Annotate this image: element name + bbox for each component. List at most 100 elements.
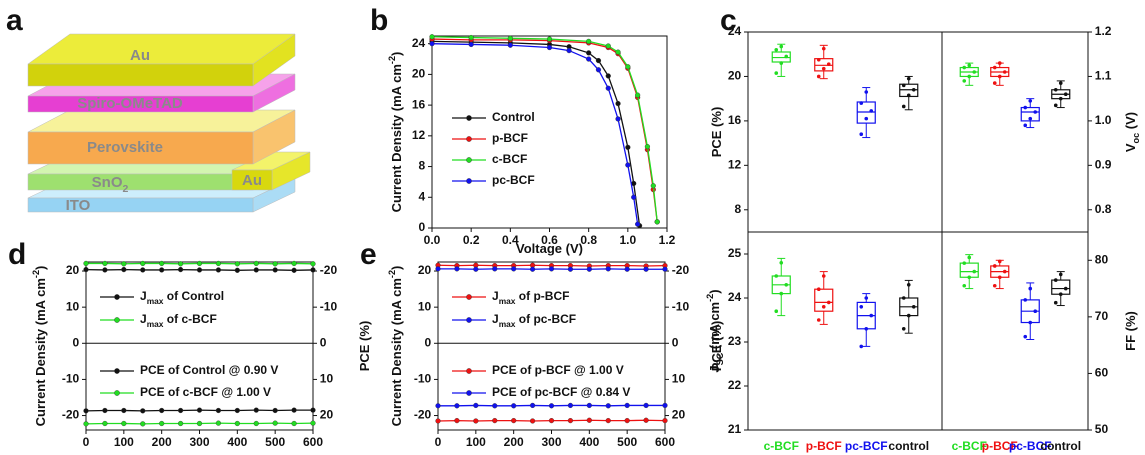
text-part: FF (%) [1123,311,1138,351]
point [468,34,474,41]
point [473,402,479,409]
layer-front [27,197,254,213]
point [869,109,874,113]
text-part: (V) [1123,112,1138,133]
legend-marker [466,178,472,184]
point [997,259,1002,264]
point [429,41,435,47]
point [864,90,869,94]
point [1058,272,1063,277]
point [774,71,779,75]
legend-marker [466,317,472,323]
point [234,407,240,414]
y-tick-label: 0 [419,220,426,234]
y-tick-label: 16 [412,97,426,111]
point [962,79,967,83]
x-tick-label: 500 [265,435,285,449]
point [901,83,906,88]
point [468,41,474,48]
text-part: (mA cm [707,302,722,353]
point [586,56,592,62]
text-part: Current Density (mA cm [389,278,404,426]
y-tick-label: 60 [1095,366,1109,380]
y-tick-label: 23 [728,334,742,348]
legend-marker [466,368,472,374]
box [959,262,979,278]
point [605,403,611,409]
y-tick-label: 16 [728,113,742,127]
legend-label: pc-BCF [492,173,535,187]
text-part: 2 [123,183,129,195]
chart: c 8 12 16 20 24 PCE (%) [709,4,943,233]
series-line [431,36,658,222]
legend-label: PCE of p-BCF @ 1.00 V [492,363,624,377]
point [567,266,574,272]
point [507,35,513,41]
point [662,266,668,272]
y-tick-label: 0.8 [1095,202,1112,216]
legend-marker [466,115,472,121]
point [992,264,997,268]
plot-frame [85,261,314,431]
point [215,420,222,426]
point [821,66,826,71]
text-part: max [147,296,164,306]
point [635,221,641,227]
point [492,266,498,272]
point [605,266,611,272]
text-part: J [140,289,147,303]
point [102,260,108,267]
point [234,267,240,273]
y-axis-label: JSC (mA cm-2) [705,289,725,372]
legend-label: Control [492,110,535,124]
text-part: J [492,289,499,303]
point [1028,99,1033,103]
point [997,74,1002,79]
text-part: Voltage (V) [516,241,583,256]
legend-marker [114,368,120,374]
layer-top [27,33,296,65]
point [529,418,536,424]
y-tick-label: 4 [419,189,426,203]
layer-label: Perovskite [87,139,163,156]
legend-marker [114,294,120,300]
x-tick-label: 400 [227,435,247,449]
text-part: Perovskite [87,139,163,156]
point [816,57,821,62]
x-tick-label: 300 [541,435,561,449]
y-tick-label: 10 [672,372,686,386]
point [140,260,146,267]
point [972,70,977,74]
point [454,266,460,272]
text-part: J [492,312,499,326]
point [635,92,641,98]
legend-marker [114,390,120,396]
x-tick-label: 0.0 [424,233,441,247]
point [643,402,649,409]
point [83,266,89,273]
point [624,402,630,409]
point [1053,278,1058,282]
y-tick-label: 10 [66,299,80,313]
text-part: Au [130,47,150,64]
point [779,261,784,265]
y-tick-label: -20 [672,263,690,277]
point [234,420,240,427]
point [310,267,316,273]
category-label: p-BCF [806,439,842,453]
text-part: V [1123,143,1138,152]
series-line [431,43,639,225]
y-tick-label: 1.1 [1095,69,1112,83]
point [1033,309,1038,314]
x-tick-label: 200 [152,435,172,449]
y-tick-label: 0 [320,335,327,349]
point [859,101,864,105]
text-part: Spiro-OMeTAD [77,95,183,112]
legend-label: p-BCF [492,131,528,145]
point [997,61,1002,65]
chart: e 0 100 200 300 400 500 600 -20 -10 0 10 20 -20 -10 0 10… [360,238,724,449]
point [548,266,555,272]
y-tick-label: 20 [412,67,426,81]
y-tick-label: 0 [73,335,80,349]
y-tick-label: 24 [728,290,742,304]
